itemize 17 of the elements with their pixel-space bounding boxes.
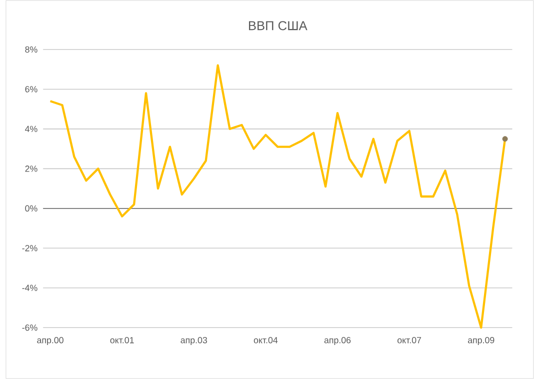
x-tick-label: апр.00 [37, 336, 64, 345]
x-tick-label: апр.06 [324, 336, 351, 345]
y-tick-label: -2% [22, 244, 38, 252]
y-tick-label: 6% [25, 86, 38, 92]
y-tick-label: 4% [25, 126, 38, 132]
y-tick-label: -6% [22, 324, 38, 331]
x-tick-label: окт.01 [110, 336, 134, 344]
y-tick-label: 8% [25, 46, 38, 53]
x-tick-label: апр.09 [468, 336, 494, 345]
x-tick-label: окт.07 [398, 336, 422, 344]
x-tick-label: апр.03 [180, 336, 208, 345]
y-tick-label: -4% [22, 284, 38, 291]
x-tick-label: окт.04 [254, 336, 278, 344]
y-tick-label: 2% [25, 166, 38, 172]
line-series [49, 64, 506, 329]
y-tick-label: 0% [25, 205, 38, 212]
chart-title: ВВП США [248, 21, 308, 30]
